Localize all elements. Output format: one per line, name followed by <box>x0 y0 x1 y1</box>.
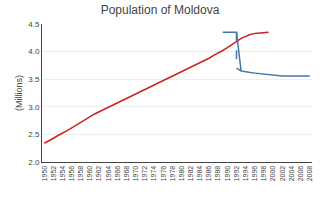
svg-text:1984: 1984 <box>196 166 203 182</box>
svg-text:1986: 1986 <box>205 166 212 182</box>
svg-text:1970: 1970 <box>132 166 139 182</box>
svg-text:1972: 1972 <box>141 166 148 182</box>
svg-text:2.0: 2.0 <box>28 158 40 167</box>
svg-text:Population of Moldova: Population of Moldova <box>101 3 220 17</box>
svg-text:1956: 1956 <box>68 166 75 182</box>
svg-text:2.5: 2.5 <box>28 130 40 139</box>
svg-text:1968: 1968 <box>123 166 130 182</box>
svg-text:2002: 2002 <box>279 166 286 182</box>
svg-text:1980: 1980 <box>178 166 185 182</box>
svg-text:1950: 1950 <box>41 166 48 182</box>
svg-text:1982: 1982 <box>187 166 194 182</box>
svg-text:2004: 2004 <box>288 166 295 182</box>
svg-text:1964: 1964 <box>105 166 112 182</box>
svg-text:1966: 1966 <box>114 166 121 182</box>
svg-text:1954: 1954 <box>59 166 66 182</box>
svg-text:2006: 2006 <box>297 166 304 182</box>
svg-text:1978: 1978 <box>169 166 176 182</box>
svg-text:1962: 1962 <box>95 166 102 182</box>
svg-text:1960: 1960 <box>86 166 93 182</box>
svg-text:3.5: 3.5 <box>28 75 40 84</box>
svg-text:2008: 2008 <box>306 166 313 182</box>
svg-text:1952: 1952 <box>50 166 57 182</box>
svg-text:1974: 1974 <box>150 166 157 182</box>
svg-text:1996: 1996 <box>251 166 258 182</box>
svg-text:1958: 1958 <box>77 166 84 182</box>
svg-text:2000: 2000 <box>269 166 276 182</box>
svg-text:4.5: 4.5 <box>28 20 40 29</box>
svg-text:4.0: 4.0 <box>28 47 40 56</box>
svg-text:1976: 1976 <box>160 166 167 182</box>
svg-text:1992: 1992 <box>233 166 240 182</box>
svg-text:1990: 1990 <box>224 166 231 182</box>
svg-text:(Millions): (Millions) <box>14 75 24 111</box>
svg-text:1988: 1988 <box>214 166 221 182</box>
svg-text:3.0: 3.0 <box>28 103 40 112</box>
svg-text:1994: 1994 <box>242 166 249 182</box>
svg-text:1998: 1998 <box>260 166 267 182</box>
